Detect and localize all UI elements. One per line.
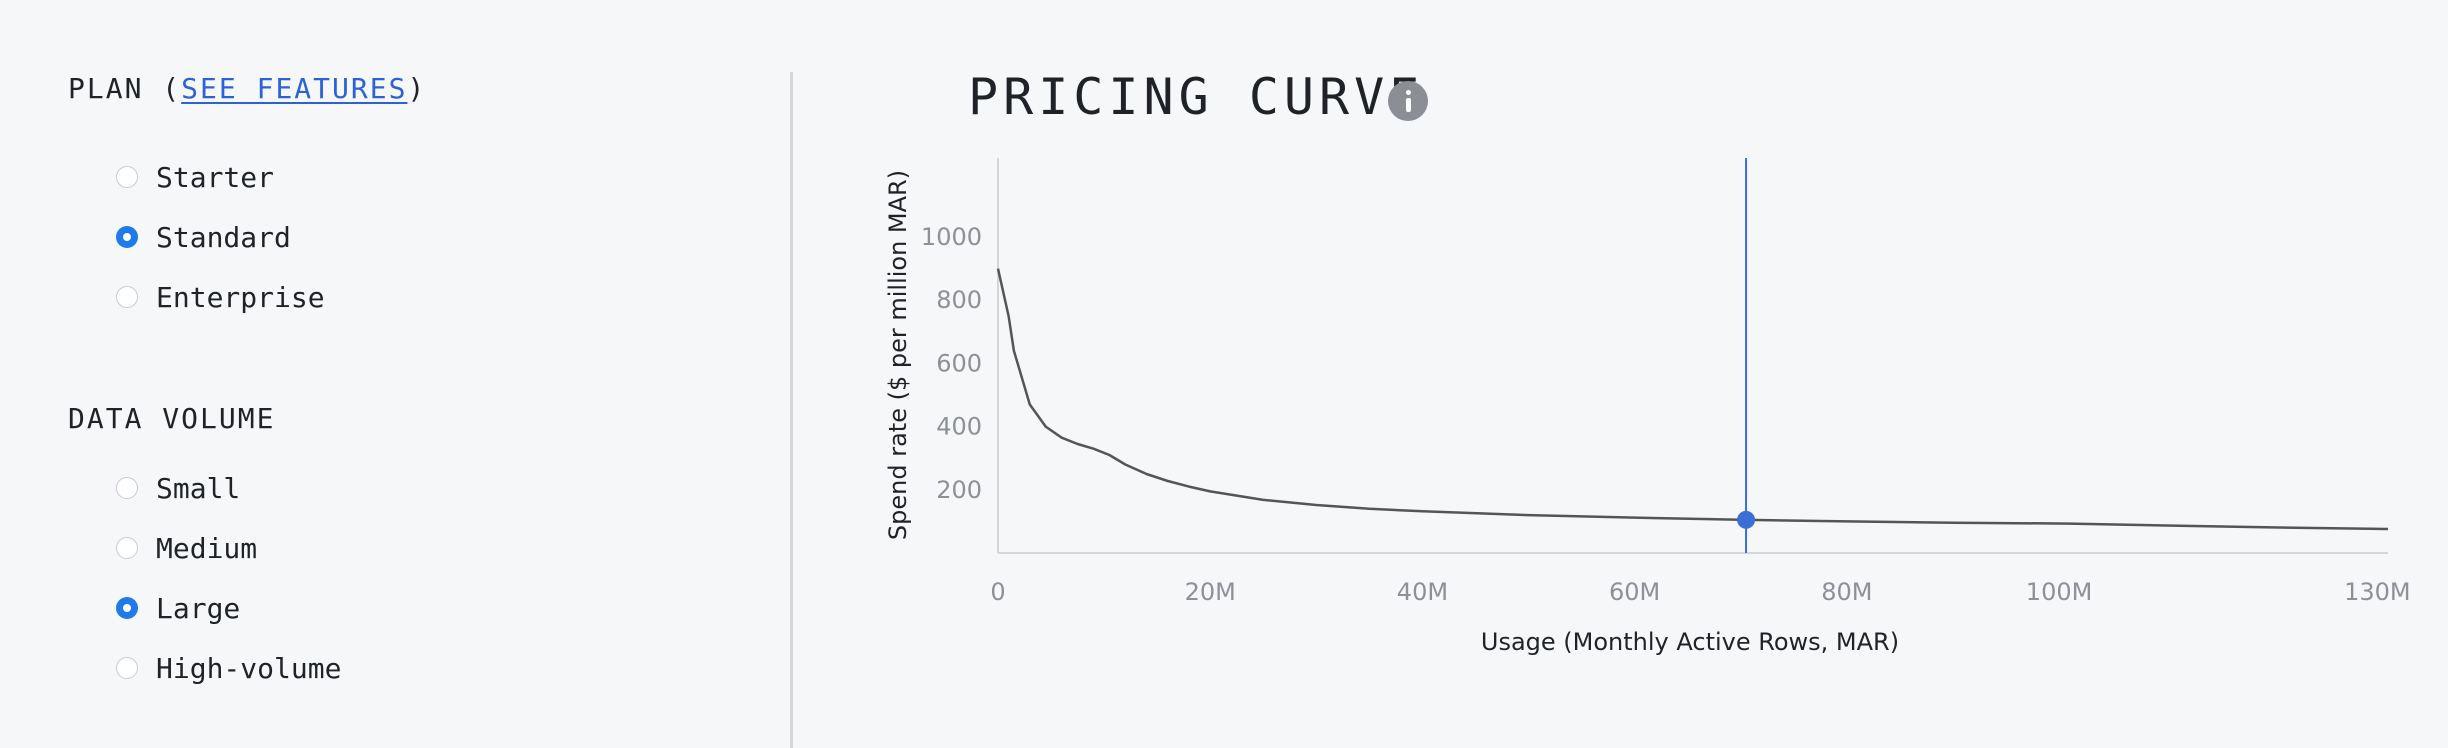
- radio-button[interactable]: [116, 286, 138, 308]
- radio-button[interactable]: [116, 657, 138, 679]
- see-features-link[interactable]: SEE FEATURES: [181, 72, 408, 105]
- options-panel: PLAN (SEE FEATURES) Starter Standard Ent…: [0, 0, 790, 748]
- x-tick-label: 100M: [2026, 578, 2093, 606]
- x-tick-label: 60M: [1609, 578, 1660, 606]
- plan-title-suffix: ): [407, 72, 427, 105]
- info-icon[interactable]: [1388, 81, 1428, 121]
- volume-option-label: High-volume: [156, 651, 342, 685]
- volume-option-label: Medium: [156, 531, 258, 565]
- radio-button-selected[interactable]: [116, 226, 138, 248]
- radio-button[interactable]: [116, 166, 138, 188]
- plan-option-label: Enterprise: [156, 280, 325, 314]
- volume-option-high-volume[interactable]: High-volume: [116, 638, 341, 698]
- plan-option-label: Standard: [156, 220, 291, 254]
- plan-radio-group: Starter Standard Enterprise: [116, 147, 325, 327]
- y-tick-label: 1000: [921, 223, 982, 251]
- plan-option-standard[interactable]: Standard: [116, 207, 325, 267]
- x-axis-label: Usage (Monthly Active Rows, MAR): [1481, 628, 1899, 656]
- volume-option-medium[interactable]: Medium: [116, 518, 341, 578]
- x-tick-label: 20M: [1185, 578, 1236, 606]
- volume-option-label: Large: [156, 591, 241, 625]
- plan-option-starter[interactable]: Starter: [116, 147, 325, 207]
- x-tick-label: 40M: [1397, 578, 1448, 606]
- volume-option-large[interactable]: Large: [116, 578, 341, 638]
- x-tick-label: 130M: [2344, 578, 2411, 606]
- plan-title-prefix: PLAN (: [68, 72, 182, 105]
- y-tick-label: 200: [936, 476, 982, 504]
- y-tick-label: 800: [936, 286, 982, 314]
- chart-title: PRICING CURVE: [968, 68, 1425, 126]
- selected-point: [1737, 510, 1756, 529]
- plan-option-enterprise[interactable]: Enterprise: [116, 267, 325, 327]
- radio-button[interactable]: [116, 477, 138, 499]
- data-volume-section-title: DATA VOLUME: [68, 402, 276, 435]
- panel-divider: [790, 72, 793, 748]
- x-tick-label: 0: [990, 578, 1005, 606]
- y-axis-label: Spend rate ($ per million MAR): [884, 170, 912, 540]
- y-tick-label: 400: [936, 413, 982, 441]
- volume-option-small[interactable]: Small: [116, 458, 341, 518]
- volume-option-label: Small: [156, 471, 241, 505]
- plan-option-label: Starter: [156, 160, 275, 194]
- plan-section-title: PLAN (SEE FEATURES): [68, 72, 426, 105]
- data-volume-radio-group: Small Medium Large High-volume: [116, 458, 341, 698]
- series-line: [996, 268, 2389, 531]
- x-tick-label: 80M: [1821, 578, 1872, 606]
- y-tick-label: 600: [936, 349, 982, 377]
- radio-button-selected[interactable]: [116, 597, 138, 619]
- radio-button[interactable]: [116, 537, 138, 559]
